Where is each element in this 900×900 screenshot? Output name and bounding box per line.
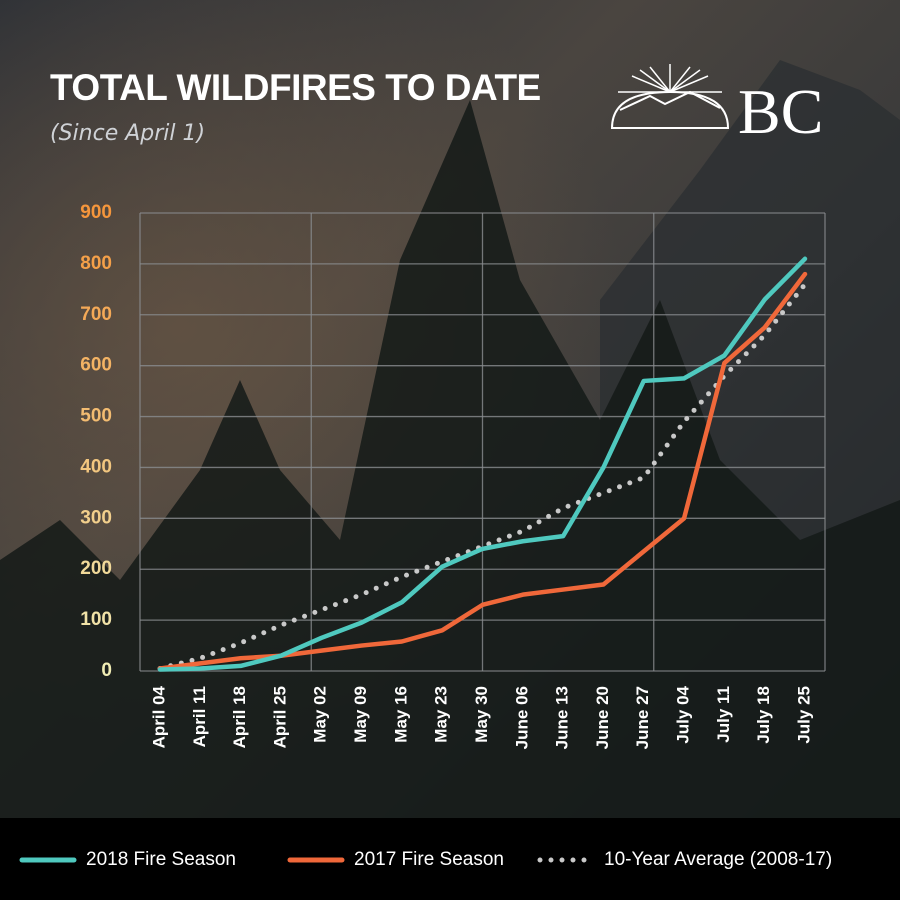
series-line <box>157 256 808 672</box>
y-tick-label: 200 <box>80 558 112 579</box>
y-tick-label: 300 <box>80 507 112 528</box>
x-tick-label: April 25 <box>270 686 289 748</box>
x-tick-label: June 13 <box>553 686 572 749</box>
x-tick-label: May 09 <box>351 686 370 743</box>
y-tick-label: 600 <box>80 355 112 376</box>
legend-label: 10-Year Average (2008-17) <box>604 849 832 870</box>
y-tick-label: 400 <box>80 456 112 477</box>
x-tick-label: July 25 <box>794 686 813 744</box>
y-tick-label: 900 <box>80 202 112 223</box>
legend-label: 2018 Fire Season <box>86 849 236 870</box>
y-tick-label: 0 <box>101 660 112 681</box>
x-tick-label: June 06 <box>512 686 531 749</box>
x-tick-label: July 11 <box>714 686 733 743</box>
legend-band <box>0 818 900 900</box>
x-tick-label: May 16 <box>391 686 410 743</box>
x-tick-label: June 27 <box>633 686 652 749</box>
x-tick-label: May 30 <box>472 686 491 743</box>
legend-label: 2017 Fire Season <box>354 849 504 870</box>
x-tick-label: May 23 <box>432 686 451 743</box>
x-tick-label: June 20 <box>593 686 612 749</box>
y-tick-label: 500 <box>80 406 112 427</box>
logo-emblem <box>610 64 730 129</box>
chart-subtitle: (Since April 1) <box>50 121 205 146</box>
x-tick-label: April 18 <box>230 686 249 748</box>
tree-silhouettes <box>0 100 900 820</box>
x-tick-label: May 02 <box>311 686 330 743</box>
x-tick-label: July 18 <box>754 686 773 744</box>
x-tick-label: April 11 <box>190 686 209 747</box>
y-tick-label: 800 <box>80 253 112 274</box>
logo-text: BC <box>738 76 823 147</box>
y-tick-label: 100 <box>80 609 112 630</box>
series-line <box>157 271 808 671</box>
x-tick-label: July 04 <box>674 685 693 743</box>
y-tick-label: 700 <box>80 304 112 325</box>
chart-title: TOTAL WILDFIRES TO DATE <box>50 67 541 108</box>
x-tick-label: April 04 <box>149 685 168 748</box>
